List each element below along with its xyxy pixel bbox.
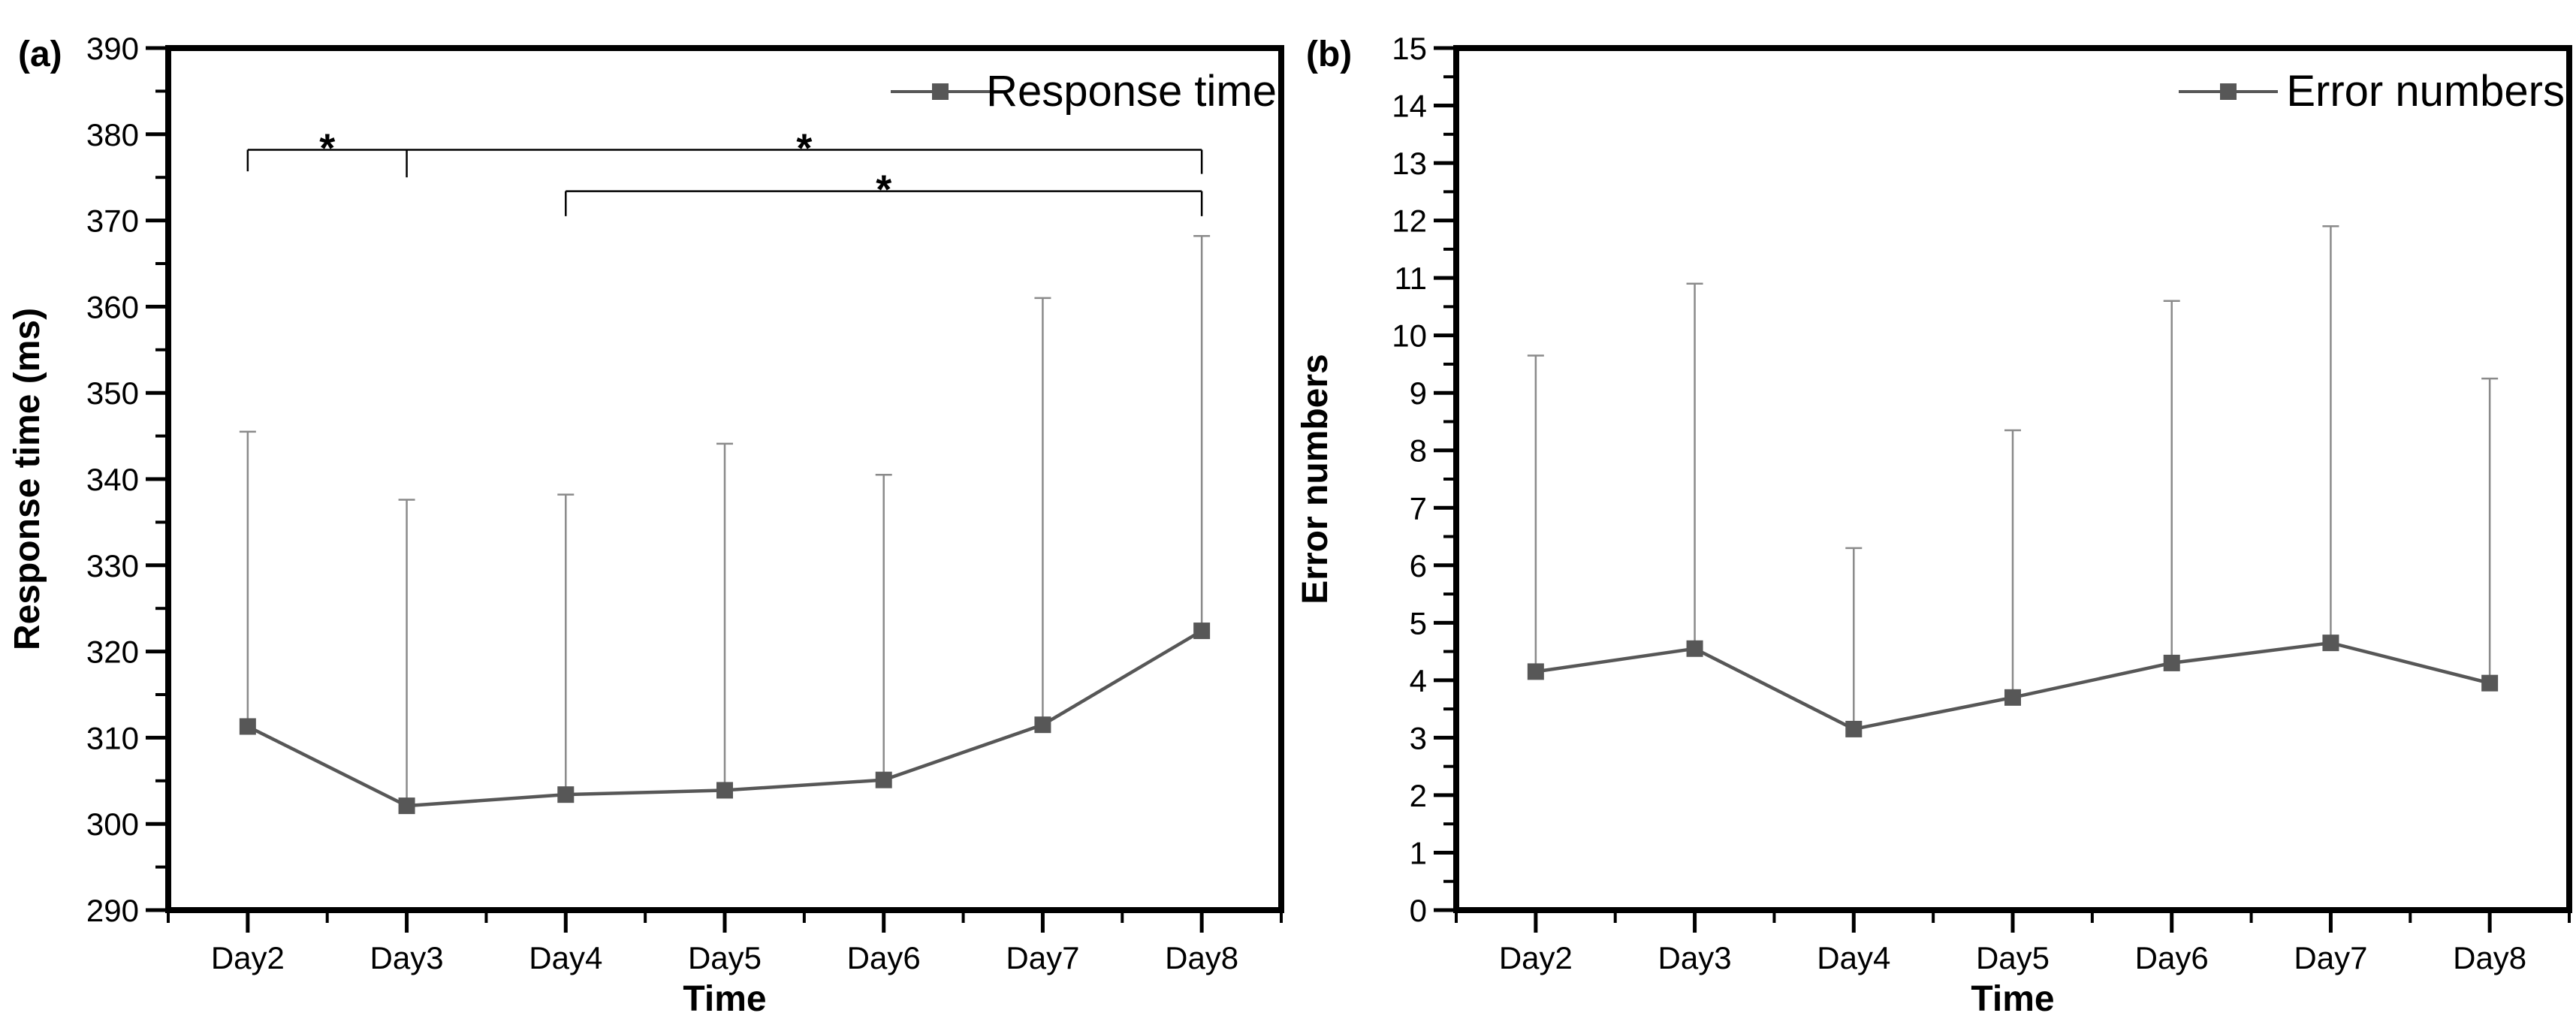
y-tick-label: 380 [86,117,139,152]
panel-b-error-numbers: 0 1 2 3 4 5 6 7 8 9 10 11 12 13 14 15 Day2 Day3 Day4 Day5 Da… [1288,0,2576,1016]
data-point-marker [1527,663,1544,680]
significance-star: * [796,125,812,170]
panel-letter-label: (b) [1306,35,1352,74]
panel-letter-label: (a) [18,35,62,74]
y-tick-label: 390 [86,31,139,66]
plot-frame [165,45,1284,913]
data-point-marker [1193,623,1211,640]
data-point-marker [1034,716,1051,734]
x-axis-title: Time [683,979,766,1016]
y-tick-label: 14 [1392,89,1427,124]
data-point-marker [875,771,892,788]
data-point-marker [1845,720,1863,737]
y-tick-label: 320 [86,635,139,670]
significance-star: * [319,125,335,170]
y-tick-label: 2 [1410,778,1427,813]
y-tick-label: 1 [1410,835,1427,870]
x-tick-label: Day5 [1976,940,2050,975]
x-tick-label: Day8 [2453,940,2526,975]
y-tick-label: 310 [86,720,139,755]
y-tick-label: 3 [1410,720,1427,755]
y-axis-title: Error numbers [1296,354,1335,604]
x-tick-label: Day3 [1658,940,1732,975]
legend-label: Response time [986,67,1277,116]
y-tick-label: 15 [1392,31,1427,66]
y-tick-label: 0 [1410,893,1427,928]
significance-star: * [876,167,891,213]
y-tick-label: 340 [86,462,139,497]
legend-square-marker [932,83,949,100]
y-tick-label: 370 [86,204,139,239]
x-tick-label: Day2 [211,940,285,975]
x-tick-label: Day4 [529,940,602,975]
data-point-marker [2163,654,2180,671]
y-tick-label: 12 [1392,204,1427,239]
y-tick-label: 360 [86,289,139,324]
y-tick-label: 5 [1410,605,1427,641]
legend-label: Error numbers [2286,67,2565,116]
response-time-chart: 290 300 310 320 330 340 350 360 370 380 390 Day2 Day… [8,31,1284,1016]
y-tick-label: 9 [1410,375,1427,411]
x-tick-label: Day7 [1006,940,1079,975]
y-tick-label: 10 [1392,318,1427,354]
x-tick-label: Day2 [1499,940,1573,975]
x-tick-label: Day5 [688,940,762,975]
data-point-marker [239,718,256,735]
y-axis-title: Response time (ms) [8,308,47,650]
y-tick-label: 290 [86,893,139,928]
y-tick-label: 300 [86,806,139,842]
y-tick-label: 4 [1410,663,1427,698]
x-tick-label: Day7 [2294,940,2367,975]
y-tick-label: 11 [1394,261,1427,296]
x-tick-label: Day6 [847,940,921,975]
data-point-marker [557,786,575,803]
y-tick-label: 7 [1410,490,1427,526]
x-tick-label: Day6 [2135,940,2209,975]
data-point-marker [2481,674,2499,692]
panel-a-response-time: 290 300 310 320 330 340 350 360 370 380 390 Day2 Day… [8,31,1284,1016]
y-tick-label: 6 [1410,548,1427,583]
plot-frame [1453,45,2572,913]
y-tick-label: 13 [1392,146,1427,181]
x-tick-label: Day8 [1165,940,1238,975]
y-tick-label: 330 [86,548,139,583]
x-axis-title: Time [1971,979,2054,1016]
x-tick-label: Day4 [1817,940,1890,975]
data-point-marker [2322,635,2339,652]
data-point-marker [716,782,733,799]
data-point-marker [398,797,415,815]
legend-square-marker [2220,83,2237,100]
y-tick-label: 8 [1410,433,1427,469]
data-point-marker [2004,689,2021,706]
y-tick-label: 350 [86,375,139,411]
x-tick-label: Day3 [370,940,444,975]
data-point-marker [1686,640,1703,657]
